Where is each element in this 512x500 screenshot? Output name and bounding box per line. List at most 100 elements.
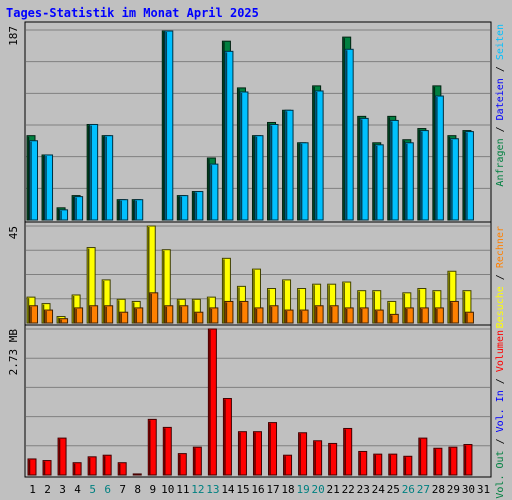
x-tick-label: 27 <box>417 483 430 496</box>
bar-kbytes-day-24 <box>373 453 383 476</box>
legend-item-volin: Vol. In <box>495 390 506 432</box>
x-tick-label: 19 <box>296 483 309 496</box>
bar-pages-day-1 <box>29 140 38 221</box>
bar-pages-day-23 <box>359 117 369 221</box>
bar-sites-day-12 <box>194 311 204 324</box>
bar-kbytes-day-17 <box>268 422 278 476</box>
bar-pages-day-17 <box>269 123 279 221</box>
bar-kbytes-day-10 <box>162 426 172 476</box>
bar-sites-day-7 <box>119 311 129 324</box>
bar-pages-day-22 <box>344 48 354 221</box>
bar-pages-day-19 <box>299 142 309 221</box>
x-tick-label: 5 <box>89 483 96 496</box>
y-max-label: 2.73 MB <box>7 329 20 376</box>
legend-mid: Besuche / Rechner <box>495 226 506 328</box>
bar-kbytes-day-6 <box>102 454 112 476</box>
bar-pages-day-5 <box>89 123 99 221</box>
bar-pages-day-30 <box>464 131 474 221</box>
bar-pages-day-11 <box>179 195 189 221</box>
bar-kbytes-day-12 <box>192 446 202 476</box>
x-tick-label: 30 <box>462 483 475 496</box>
bar-sites-day-23 <box>359 307 369 324</box>
x-tick-label: 10 <box>161 483 174 496</box>
bar-sites-day-1 <box>29 305 38 324</box>
bar-sites-day-5 <box>89 305 99 324</box>
bar-pages-day-18 <box>284 109 294 221</box>
bar-sites-day-25 <box>389 313 399 324</box>
bar-kbytes-day-2 <box>42 460 52 476</box>
bar-kbytes-day-28 <box>433 447 443 476</box>
x-tick-label: 14 <box>221 483 235 496</box>
bar-sites-day-4 <box>74 307 84 324</box>
bar-sites-day-6 <box>104 305 114 324</box>
chart-panels: 187 45 2.73 MB <box>7 21 492 478</box>
bar-pages-day-15 <box>239 91 249 221</box>
x-tick-label: 1 <box>29 483 36 496</box>
bar-kbytes-day-22 <box>343 427 353 476</box>
x-tick-label: 2 <box>44 483 51 496</box>
bar-kbytes-day-13 <box>207 328 217 476</box>
bar-kbytes-day-29 <box>448 446 458 476</box>
legend-item-files: Dateien <box>495 78 506 120</box>
bar-sites-day-27 <box>419 307 429 324</box>
x-tick-label: 22 <box>342 483 355 496</box>
x-tick-label: 11 <box>176 483 189 496</box>
x-tick-label: 6 <box>104 483 111 496</box>
legend-item-visits: Besuche <box>495 286 506 328</box>
bar-sites-day-26 <box>404 307 414 324</box>
bar-kbytes-day-8 <box>132 473 142 476</box>
bar-pages-day-10 <box>164 30 174 221</box>
legend-item-volume: Volumen <box>495 330 506 372</box>
legend-top: Anfragen / Dateien / Seiten <box>495 24 506 187</box>
x-tick-label: 17 <box>266 483 279 496</box>
panel-mid: 45 <box>7 221 491 324</box>
bar-sites-day-11 <box>179 305 189 324</box>
bar-kbytes-day-14 <box>222 398 232 476</box>
bar-kbytes-day-3 <box>57 437 67 476</box>
bar-pages-day-6 <box>104 135 114 221</box>
x-tick-label: 21 <box>327 483 340 496</box>
bar-sites-day-16 <box>254 307 264 324</box>
bar-kbytes-day-23 <box>358 450 368 476</box>
legend-item-pages: Seiten <box>495 24 506 60</box>
x-tick-label: 31 <box>477 483 490 496</box>
x-tick-label: 16 <box>251 483 264 496</box>
bar-sites-day-13 <box>209 307 219 324</box>
panel-bottom: 2.73 MB <box>7 324 491 476</box>
x-tick-label: 15 <box>236 483 249 496</box>
bar-kbytes-day-9 <box>147 418 157 476</box>
bar-sites-day-30 <box>464 311 474 324</box>
bar-pages-day-27 <box>419 130 429 221</box>
bar-pages-day-25 <box>389 119 399 221</box>
panel-top: 187 <box>7 21 491 221</box>
bar-sites-day-21 <box>329 305 339 324</box>
bar-pages-day-12 <box>194 191 204 221</box>
bar-kbytes-day-27 <box>418 437 428 476</box>
bar-sites-day-9 <box>149 292 159 324</box>
x-tick-label: 18 <box>281 483 294 496</box>
bar-pages-day-14 <box>224 50 234 221</box>
bar-pages-day-29 <box>449 138 459 221</box>
bar-pages-day-16 <box>254 135 264 221</box>
x-tick-label: 4 <box>74 483 81 496</box>
x-tick-label: 26 <box>402 483 415 496</box>
x-tick-label: 25 <box>387 483 400 496</box>
bar-sites-day-19 <box>299 309 309 324</box>
legend-bottom: Vol. Out / Vol. In / Volumen <box>495 330 506 499</box>
right-legend: Anfragen / Dateien / Seiten Besuche / Rec… <box>495 24 506 499</box>
bar-sites-day-20 <box>314 305 324 324</box>
bar-sites-day-14 <box>224 300 234 324</box>
legend-separator: / <box>495 120 506 138</box>
bar-sites-day-29 <box>449 300 459 324</box>
y-max-label: 187 <box>7 26 20 46</box>
bar-sites-day-17 <box>269 305 279 324</box>
bar-pages-day-26 <box>404 142 414 221</box>
x-tick-label: 3 <box>59 483 66 496</box>
legend-separator: / <box>495 60 506 78</box>
legend-item-volout: Vol. Out <box>495 450 506 498</box>
bar-sites-day-2 <box>44 309 54 324</box>
bar-pages-day-3 <box>59 209 69 221</box>
bar-kbytes-day-15 <box>237 431 247 476</box>
bar-kbytes-day-1 <box>27 458 37 476</box>
